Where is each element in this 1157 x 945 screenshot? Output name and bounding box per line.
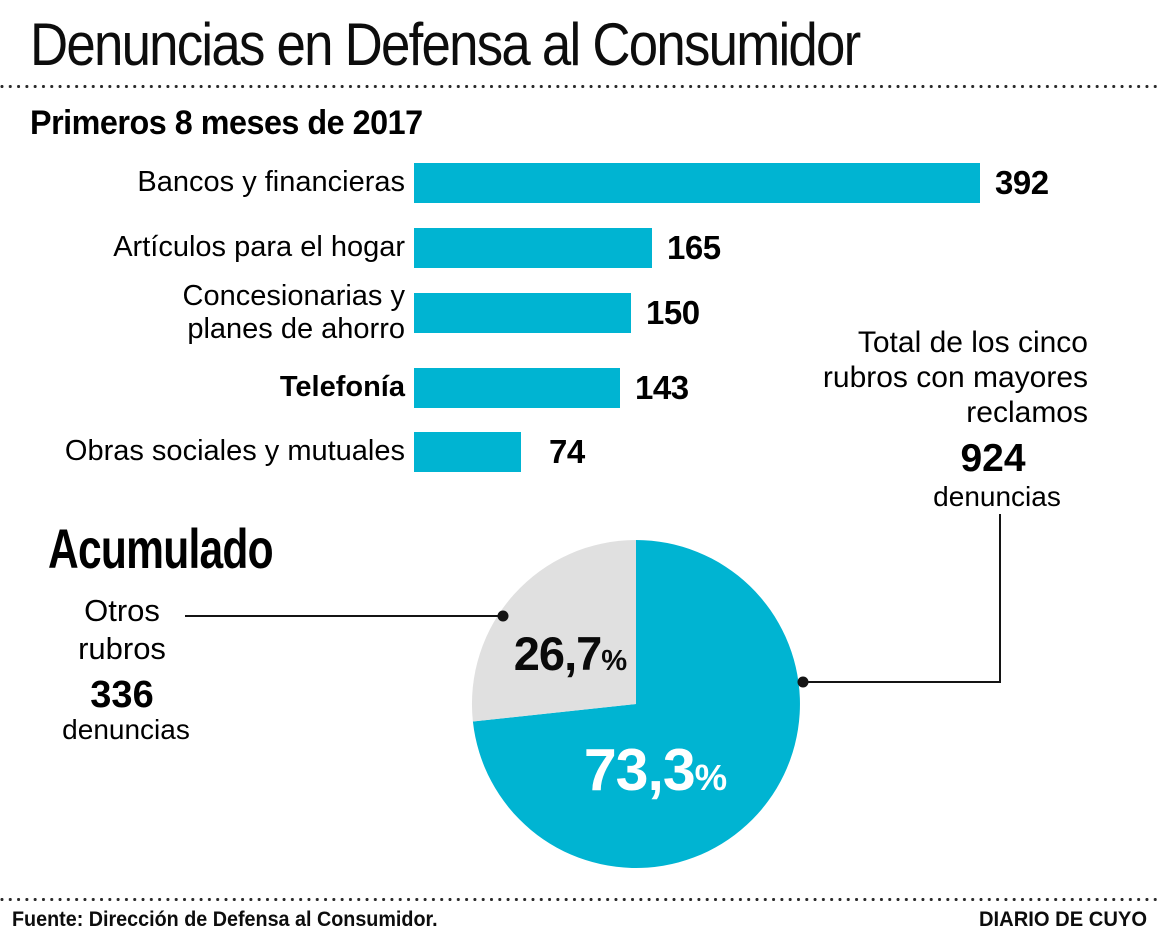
- bar-row: Telefonía 143: [0, 368, 689, 408]
- chart-subtitle: Primeros 8 meses de 2017: [30, 104, 423, 142]
- source-text: Fuente: Dirección de Defensa al Consumid…: [12, 908, 438, 931]
- dotted-divider-top: [0, 84, 1157, 89]
- percent-sign: %: [694, 757, 728, 798]
- pie-percent-value-main: 73,3: [583, 737, 696, 803]
- bar-value-label: 143: [635, 369, 689, 406]
- pie-percent-value-others: 26,7: [513, 627, 602, 680]
- bar-category-label: Obras sociales y mutuales: [64, 435, 405, 468]
- bar-category-label: Telefonía: [279, 371, 405, 404]
- bar-category-label: Artículos para el hogar: [113, 231, 405, 264]
- publisher-credit: DIARIO DE CUYO: [978, 908, 1147, 931]
- bar-row: Artículos para el hogar 165: [0, 228, 721, 268]
- pie-percent-label-others: 26,7%: [455, 626, 685, 681]
- bar-category-label: Concesionarias y planes de ahorro: [182, 279, 405, 345]
- pie-slice-main: [472, 540, 800, 868]
- bar-value-label: 392: [995, 164, 1049, 201]
- others-annotation-unit: denuncias: [62, 714, 190, 745]
- total-annotation-unit: denuncias: [933, 481, 1061, 512]
- bar-bancos: [414, 163, 980, 203]
- callout-dot-total: [797, 676, 809, 688]
- bar-value-label: 150: [646, 294, 700, 331]
- bar-concesionarias: [414, 293, 631, 333]
- pie-section-title: Acumulado: [48, 517, 274, 580]
- bar-row: Concesionarias y planes de ahorro 150: [0, 280, 701, 345]
- bar-value-label: 165: [667, 229, 721, 266]
- bar-row: Bancos y financieras 392: [0, 163, 1049, 203]
- percent-sign: %: [601, 645, 627, 677]
- bar-telefonia: [414, 368, 620, 408]
- pie-percent-label-main: 73,3%: [525, 736, 785, 804]
- bar-value-label: 74: [549, 433, 585, 470]
- others-annotation-label: Otros rubros: [78, 593, 166, 666]
- callout-dot-others: [497, 610, 509, 622]
- callout-line-total: [803, 514, 1001, 683]
- pie-slice-other: [471, 540, 636, 722]
- total-annotation-label: Total de los cinco rubros con mayores re…: [822, 326, 1088, 429]
- others-annotation-value: 336: [90, 674, 154, 716]
- bar-articulos: [414, 228, 652, 268]
- bar-obras: [414, 432, 521, 472]
- bar-row: Obras sociales y mutuales 74: [0, 432, 585, 472]
- bar-category-label: Bancos y financieras: [137, 166, 405, 199]
- total-annotation-value: 924: [960, 437, 1026, 480]
- page-title: Denuncias en Defensa al Consumidor: [30, 11, 861, 78]
- dotted-divider-bottom: [0, 897, 1157, 902]
